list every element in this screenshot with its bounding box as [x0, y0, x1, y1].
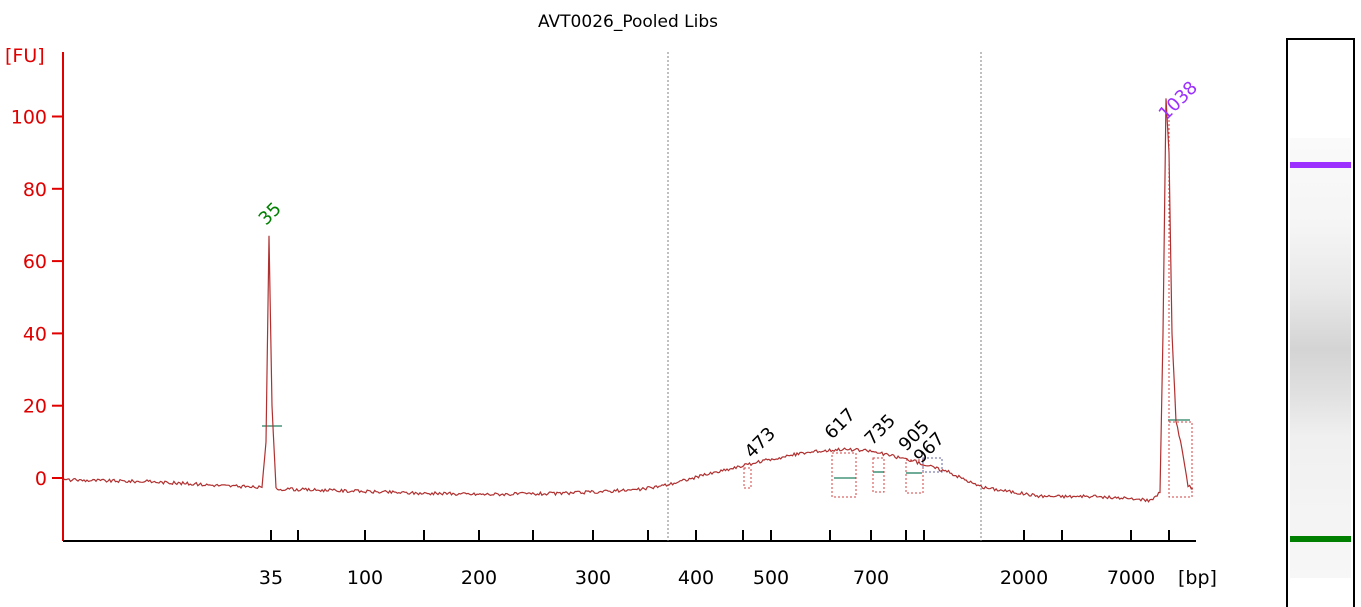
peak-region-box [1168, 421, 1193, 498]
gel-lane-smear [1290, 138, 1351, 578]
x-tick-label: 2000 [1000, 567, 1048, 589]
peak-label: 35 [255, 198, 286, 229]
chart-title: AVT0026_Pooled Libs [538, 12, 718, 32]
peak-region-box [922, 457, 943, 473]
peak-region-box [872, 457, 885, 493]
peak-label: 1038 [1155, 77, 1202, 124]
y-tick-label: 80 [23, 179, 47, 201]
x-axis-unit-label: [bp] [1178, 567, 1217, 589]
peak-label: 617 [821, 404, 860, 443]
x-tick-label: 400 [678, 567, 714, 589]
x-tick-label: 700 [853, 567, 889, 589]
x-axis-ticks: 35 100 200 300 400 500 700 2000 7000 [bp] [259, 530, 1217, 589]
upper-marker-band [1290, 162, 1351, 168]
x-tick-label: 500 [753, 567, 789, 589]
x-tick-label: 200 [461, 567, 497, 589]
peak-label: 735 [861, 410, 900, 449]
y-tick-label: 100 [11, 107, 47, 129]
peak-label: 473 [741, 423, 780, 462]
y-axis-ticks: 0 20 40 60 80 100 [11, 107, 63, 490]
y-tick-label: 60 [23, 251, 47, 273]
lower-marker-band [1290, 536, 1351, 542]
y-tick-label: 20 [23, 396, 47, 418]
electropherogram-trace [62, 98, 1194, 503]
x-tick-label: 35 [259, 567, 283, 589]
peak-region-box [743, 467, 752, 489]
y-tick-label: 0 [35, 468, 47, 490]
y-tick-label: 40 [23, 323, 47, 345]
y-axis-unit-label: [FU] [5, 45, 45, 67]
electropherogram-chart: AVT0026_Pooled Libs [FU] 0 20 40 60 80 100 35… [5, 12, 1217, 589]
x-tick-label: 300 [575, 567, 611, 589]
x-tick-label: 100 [347, 567, 383, 589]
x-tick-label: 7000 [1107, 567, 1155, 589]
gel-image-panel [1286, 38, 1355, 607]
peak-markers [262, 120, 1193, 498]
peak-region-box [831, 452, 857, 498]
